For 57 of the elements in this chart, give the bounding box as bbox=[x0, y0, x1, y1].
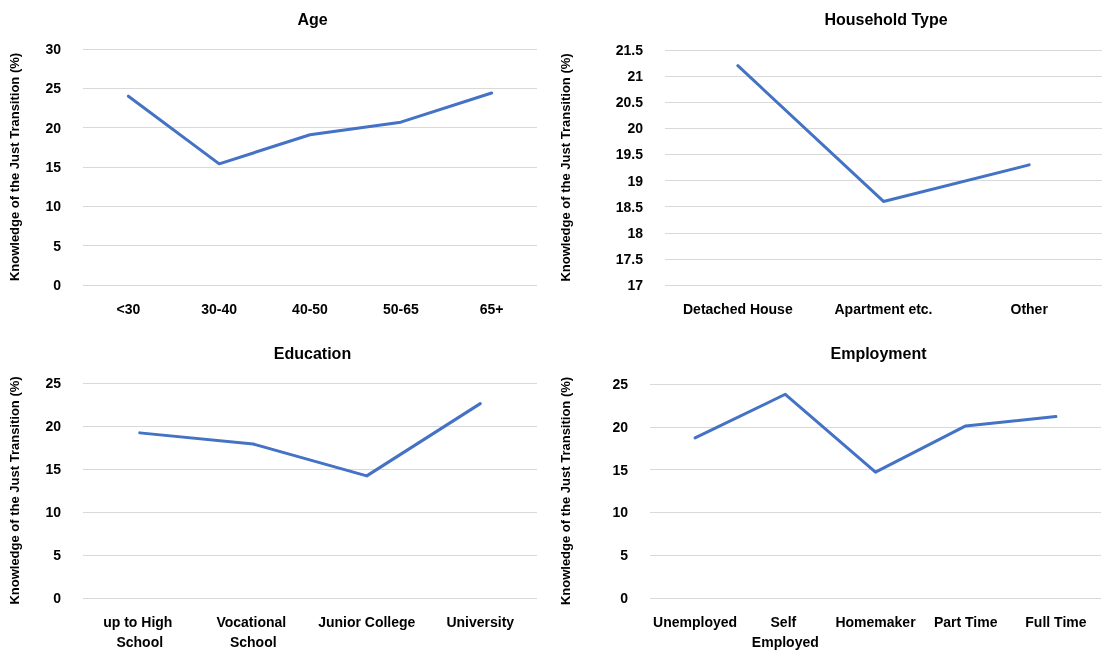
x-tick-label: Unemployed bbox=[653, 614, 738, 630]
y-tick-label: 20 bbox=[45, 418, 62, 434]
y-tick-label: 15 bbox=[45, 159, 62, 175]
y-tick-label: 18.5 bbox=[615, 198, 644, 215]
y-tick-label: 21.5 bbox=[615, 42, 644, 58]
x-tick-label: Detached House bbox=[682, 301, 793, 317]
y-tick-label: 17.5 bbox=[615, 250, 644, 267]
y-tick-label: 20 bbox=[612, 418, 629, 435]
y-tick-label: 10 bbox=[45, 504, 62, 520]
y-axis-title: Knowledge of the Just Transition (%) bbox=[558, 53, 573, 282]
chart-title: Employment bbox=[830, 344, 928, 362]
chart-title: Education bbox=[273, 344, 352, 362]
y-tick-label: 20 bbox=[45, 119, 62, 136]
y-axis-title: Knowledge of the Just Transition (%) bbox=[7, 376, 22, 605]
x-tick-label: <30 bbox=[116, 301, 141, 317]
x-tick-label: 65+ bbox=[479, 301, 504, 317]
line-series bbox=[126, 91, 494, 166]
y-tick-label: 18 bbox=[627, 224, 644, 241]
y-tick-label: 0 bbox=[53, 277, 62, 293]
y-tick-label: 25 bbox=[45, 375, 62, 391]
y-tick-label: 10 bbox=[612, 504, 629, 521]
y-tick-label: 5 bbox=[620, 547, 629, 564]
x-tick-label: Self Employed bbox=[751, 614, 819, 650]
x-tick-label: Full Time bbox=[1025, 614, 1087, 630]
x-tick-label: 40-50 bbox=[292, 301, 329, 317]
y-axis-title: Knowledge of the Just Transition (%) bbox=[7, 52, 22, 282]
y-tick-label: 0 bbox=[620, 590, 629, 606]
y-tick-label: 5 bbox=[53, 237, 62, 254]
x-tick-label: up to High School bbox=[103, 614, 177, 650]
x-tick-label: Apartment etc. bbox=[834, 301, 933, 317]
line-series bbox=[693, 392, 1058, 474]
y-tick-label: 10 bbox=[45, 198, 62, 215]
y-tick-label: 25 bbox=[45, 80, 62, 97]
y-tick-label: 30 bbox=[45, 41, 62, 57]
y-tick-label: 25 bbox=[612, 376, 629, 392]
y-tick-label: 20.5 bbox=[615, 94, 644, 111]
x-tick-label: Vocational School bbox=[216, 614, 291, 650]
y-tick-label: 19.5 bbox=[615, 146, 644, 163]
x-tick-label: 30-40 bbox=[201, 301, 238, 317]
chart-title: Household Type bbox=[824, 10, 948, 28]
x-tick-label: 50-65 bbox=[382, 301, 419, 317]
x-tick-label: Homemaker bbox=[835, 614, 917, 630]
x-tick-label: University bbox=[446, 614, 515, 630]
y-tick-label: 20 bbox=[627, 120, 644, 137]
x-tick-label: Junior College bbox=[318, 614, 416, 630]
chart-title: Age bbox=[297, 10, 328, 28]
y-tick-label: 15 bbox=[612, 461, 629, 478]
y-axis-title: Knowledge of the Just Transition (%) bbox=[558, 376, 573, 606]
y-tick-label: 19 bbox=[627, 172, 644, 189]
y-tick-label: 15 bbox=[45, 461, 62, 477]
y-tick-label: 21 bbox=[627, 68, 644, 85]
y-tick-label: 5 bbox=[53, 547, 62, 563]
x-tick-label: Other bbox=[1010, 301, 1049, 317]
line-series bbox=[138, 402, 482, 478]
y-tick-label: 17 bbox=[627, 277, 644, 293]
x-tick-label: Part Time bbox=[933, 614, 998, 630]
y-tick-label: 0 bbox=[53, 590, 62, 606]
